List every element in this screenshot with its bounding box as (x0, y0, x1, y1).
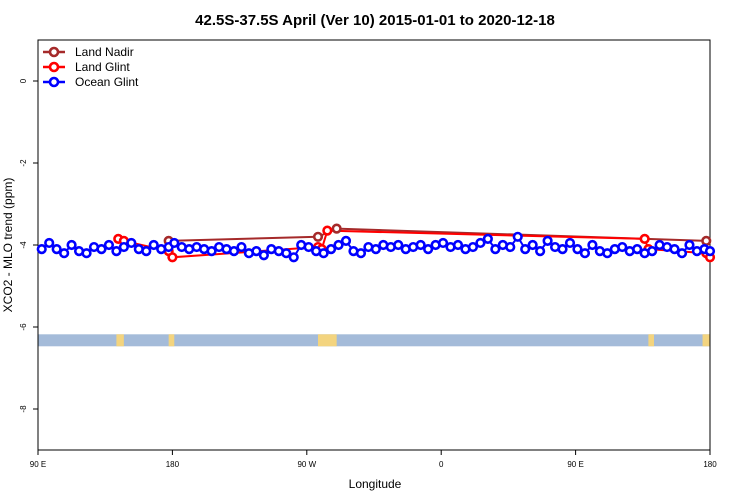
data-point (467, 241, 479, 253)
legend-marker (48, 61, 60, 73)
x-axis-label: Longitude (349, 477, 402, 491)
plot-area: 90 E 180 90 W 0 90 E 180 0 -2 -4 -6 -8 Land NadirLa… (19, 39, 717, 469)
y-tick-label: -4 (19, 241, 28, 249)
data-point (318, 248, 329, 259)
data-point (542, 235, 553, 246)
data-point (322, 225, 333, 236)
data-point (111, 246, 122, 257)
data-point (647, 246, 658, 257)
x-tick-label: 0 (439, 460, 444, 469)
data-point (333, 239, 344, 251)
data-point (169, 237, 180, 249)
data-point (482, 233, 493, 244)
land-segment (648, 334, 654, 347)
data-point (490, 244, 501, 255)
data-point (527, 239, 538, 251)
data-point (331, 223, 342, 234)
data-point (303, 241, 314, 253)
data-point (36, 244, 47, 255)
y-tick-label: 0 (19, 78, 28, 83)
data-point (340, 235, 352, 246)
data-point (96, 244, 107, 255)
y-axis-label: XCO2 - MLO trend (ppm) (1, 178, 15, 313)
data-point (617, 241, 628, 253)
data-point (684, 239, 695, 251)
data-point (251, 246, 262, 257)
x-tick-label: 180 (703, 460, 717, 469)
legend-label: Land Nadir (75, 45, 134, 59)
data-point (632, 244, 643, 255)
data-point (126, 237, 137, 249)
data-point (228, 246, 240, 257)
data-point (587, 239, 598, 251)
data-point (704, 246, 716, 257)
data-point (258, 250, 269, 261)
data-point (423, 244, 434, 255)
data-point (415, 239, 426, 251)
data-point (564, 237, 576, 249)
data-point (505, 241, 516, 253)
data-point (355, 248, 367, 259)
data-point (669, 244, 680, 255)
land-segment (168, 334, 175, 347)
y-tick-label: -2 (19, 159, 28, 167)
data-point (572, 244, 583, 255)
legend-marker (48, 76, 60, 88)
data-point (579, 248, 591, 259)
legend-marker (48, 46, 60, 58)
data-point (639, 233, 650, 244)
y-tick-label: -8 (19, 405, 28, 413)
data-point (602, 248, 613, 259)
data-point (288, 252, 299, 263)
data-point (66, 239, 77, 251)
data-point (475, 237, 486, 249)
x-tick-label: 180 (166, 460, 180, 469)
data-point (148, 239, 159, 251)
data-point (520, 244, 531, 255)
data-point (236, 241, 247, 253)
data-point (103, 239, 115, 251)
chart-title: 42.5S-37.5S April (Ver 10) 2015-01-01 to… (195, 12, 555, 29)
x-tick-label: 90 W (297, 460, 316, 469)
x-tick-label: 90 E (567, 460, 583, 469)
land-segment (116, 334, 124, 347)
data-point (59, 248, 70, 259)
data-point (535, 246, 546, 257)
data-point (437, 237, 449, 249)
data-point (370, 244, 381, 255)
data-point (81, 248, 92, 259)
ocean-band (38, 334, 710, 347)
data-point (206, 246, 217, 257)
y-tick-label: -6 (19, 323, 28, 331)
data-point (393, 239, 404, 251)
data-point (676, 248, 688, 259)
data-point (167, 252, 178, 263)
data-point (452, 239, 464, 251)
data-point (701, 235, 712, 246)
land-segment (318, 334, 337, 347)
data-point (281, 248, 292, 259)
x-tick-label: 90 E (30, 460, 46, 469)
data-point (325, 244, 337, 255)
data-point (51, 244, 62, 255)
data-point (312, 231, 324, 242)
legend-label: Land Glint (75, 60, 130, 74)
data-point (512, 231, 523, 242)
data-point (141, 246, 152, 257)
data-point (44, 237, 55, 249)
data-point (557, 244, 568, 255)
legend-label: Ocean Glint (75, 75, 139, 89)
land-segment (702, 334, 710, 347)
data-point (118, 241, 129, 253)
